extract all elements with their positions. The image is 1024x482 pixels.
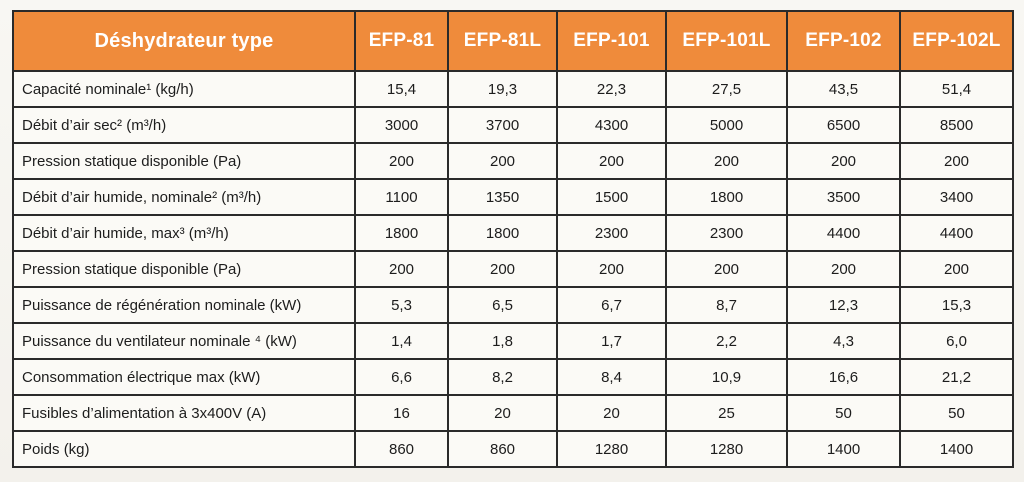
row-label: Puissance du ventilateur nominale ⁴ (kW) <box>12 322 356 360</box>
value-cell: 200 <box>899 142 1014 180</box>
value-cell: 1800 <box>447 214 558 252</box>
header-cell: EFP-102L <box>899 10 1014 72</box>
table-row: Puissance de régénération nominale (kW) 5… <box>12 286 1014 324</box>
header-cell: EFP-102 <box>786 10 901 72</box>
value-cell: 16 <box>354 394 449 432</box>
value-cell: 1280 <box>556 430 667 468</box>
table-row: Débit d’air sec² (m³/h) 3000 3700 4300 5000 6… <box>12 106 1014 144</box>
value-cell: 43,5 <box>786 70 901 108</box>
value-cell: 1400 <box>899 430 1014 468</box>
value-cell: 8,7 <box>665 286 788 324</box>
table-row: Poids (kg) 860 860 1280 1280 1400 1400 <box>12 430 1014 468</box>
table-row: Pression statique disponible (Pa) 200 200 2… <box>12 250 1014 288</box>
value-cell: 21,2 <box>899 358 1014 396</box>
value-cell: 22,3 <box>556 70 667 108</box>
value-cell: 8,2 <box>447 358 558 396</box>
value-cell: 200 <box>665 142 788 180</box>
value-cell: 2300 <box>556 214 667 252</box>
value-cell: 6,5 <box>447 286 558 324</box>
value-cell: 200 <box>899 250 1014 288</box>
row-label: Fusibles d’alimentation à 3x400V (A) <box>12 394 356 432</box>
table-row: Débit d’air humide, nominale² (m³/h) 1100… <box>12 178 1014 216</box>
value-cell: 6,7 <box>556 286 667 324</box>
value-cell: 860 <box>447 430 558 468</box>
table-row: Consommation électrique max (kW) 6,6 8,2 8,… <box>12 358 1014 396</box>
value-cell: 5000 <box>665 106 788 144</box>
header-cell: Déshydrateur type <box>12 10 356 72</box>
value-cell: 2,2 <box>665 322 788 360</box>
value-cell: 4400 <box>899 214 1014 252</box>
value-cell: 12,3 <box>786 286 901 324</box>
value-cell: 10,9 <box>665 358 788 396</box>
value-cell: 8,4 <box>556 358 667 396</box>
value-cell: 4,3 <box>786 322 901 360</box>
value-cell: 27,5 <box>665 70 788 108</box>
value-cell: 200 <box>354 250 449 288</box>
value-cell: 4300 <box>556 106 667 144</box>
header-cell: EFP-81 <box>354 10 449 72</box>
value-cell: 15,3 <box>899 286 1014 324</box>
value-cell: 1,4 <box>354 322 449 360</box>
spec-table: Déshydrateur type EFP-81 EFP-81L EFP-101… <box>12 10 1014 468</box>
header-cell: EFP-101 <box>556 10 667 72</box>
header-cell: EFP-81L <box>447 10 558 72</box>
row-label: Débit d’air humide, nominale² (m³/h) <box>12 178 356 216</box>
value-cell: 50 <box>786 394 901 432</box>
value-cell: 200 <box>447 250 558 288</box>
value-cell: 1800 <box>665 178 788 216</box>
value-cell: 3500 <box>786 178 901 216</box>
value-cell: 1800 <box>354 214 449 252</box>
table-row: Fusibles d’alimentation à 3x400V (A) 16 20… <box>12 394 1014 432</box>
value-cell: 20 <box>556 394 667 432</box>
value-cell: 5,3 <box>354 286 449 324</box>
value-cell: 8500 <box>899 106 1014 144</box>
value-cell: 1100 <box>354 178 449 216</box>
value-cell: 2300 <box>665 214 788 252</box>
value-cell: 200 <box>786 250 901 288</box>
row-label: Débit d’air humide, max³ (m³/h) <box>12 214 356 252</box>
row-label: Capacité nominale¹ (kg/h) <box>12 70 356 108</box>
value-cell: 20 <box>447 394 558 432</box>
value-cell: 6500 <box>786 106 901 144</box>
value-cell: 200 <box>556 250 667 288</box>
value-cell: 16,6 <box>786 358 901 396</box>
value-cell: 1,8 <box>447 322 558 360</box>
value-cell: 200 <box>786 142 901 180</box>
table-row: Débit d’air humide, max³ (m³/h) 1800 1800 2… <box>12 214 1014 252</box>
value-cell: 200 <box>665 250 788 288</box>
value-cell: 1500 <box>556 178 667 216</box>
value-cell: 200 <box>354 142 449 180</box>
value-cell: 50 <box>899 394 1014 432</box>
value-cell: 200 <box>447 142 558 180</box>
value-cell: 3000 <box>354 106 449 144</box>
row-label: Pression statique disponible (Pa) <box>12 142 356 180</box>
row-label: Puissance de régénération nominale (kW) <box>12 286 356 324</box>
value-cell: 15,4 <box>354 70 449 108</box>
value-cell: 3400 <box>899 178 1014 216</box>
header-row: Déshydrateur type EFP-81 EFP-81L EFP-101… <box>12 10 1014 72</box>
header-cell: EFP-101L <box>665 10 788 72</box>
row-label: Poids (kg) <box>12 430 356 468</box>
value-cell: 25 <box>665 394 788 432</box>
value-cell: 1350 <box>447 178 558 216</box>
value-cell: 860 <box>354 430 449 468</box>
row-label: Débit d’air sec² (m³/h) <box>12 106 356 144</box>
value-cell: 1400 <box>786 430 901 468</box>
row-label: Consommation électrique max (kW) <box>12 358 356 396</box>
table-row: Capacité nominale¹ (kg/h) 15,4 19,3 22,3 27,… <box>12 70 1014 108</box>
value-cell: 19,3 <box>447 70 558 108</box>
value-cell: 1280 <box>665 430 788 468</box>
value-cell: 6,0 <box>899 322 1014 360</box>
value-cell: 51,4 <box>899 70 1014 108</box>
table-row: Puissance du ventilateur nominale ⁴ (kW)… <box>12 322 1014 360</box>
table-row: Pression statique disponible (Pa) 200 200 2… <box>12 142 1014 180</box>
value-cell: 4400 <box>786 214 901 252</box>
value-cell: 200 <box>556 142 667 180</box>
row-label: Pression statique disponible (Pa) <box>12 250 356 288</box>
value-cell: 6,6 <box>354 358 449 396</box>
value-cell: 3700 <box>447 106 558 144</box>
value-cell: 1,7 <box>556 322 667 360</box>
